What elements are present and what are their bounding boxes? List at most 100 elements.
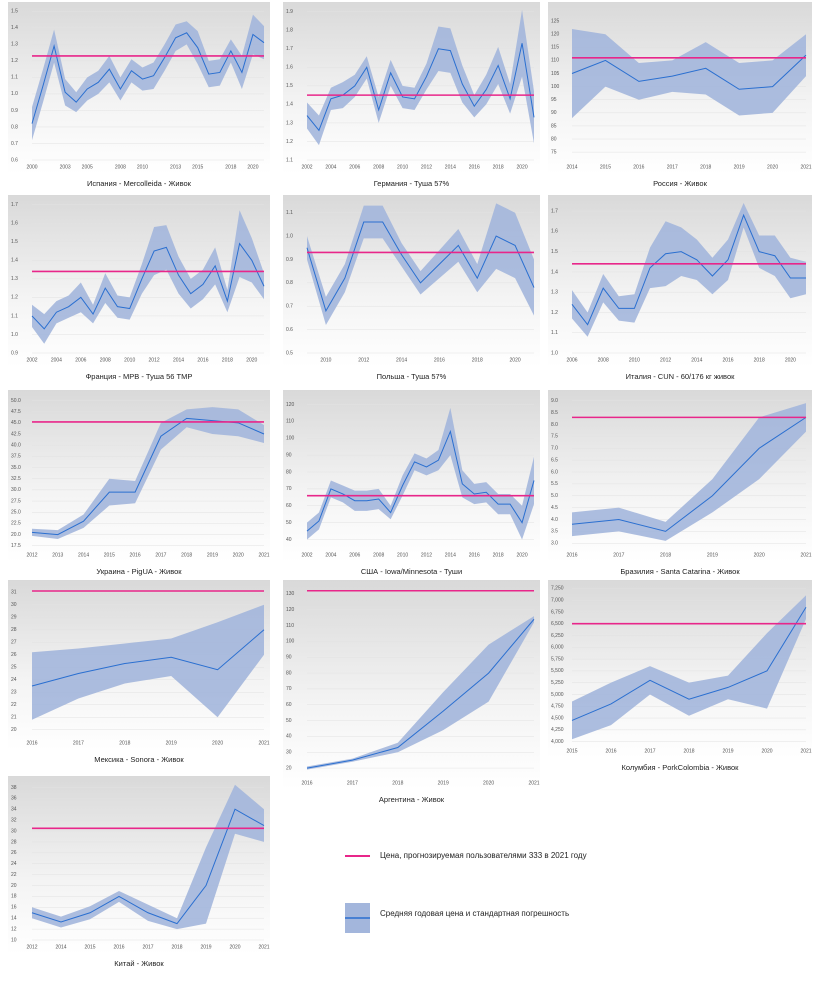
x-tick-label: 2002 bbox=[301, 552, 312, 558]
x-tick-label: 2014 bbox=[445, 164, 456, 170]
error-band bbox=[572, 203, 806, 337]
x-tick-label: 2018 bbox=[700, 164, 711, 170]
chart-title: Аргентина - Живок bbox=[379, 795, 445, 804]
chart-title: Россия - Живок bbox=[653, 179, 707, 188]
y-tick-label: 1.5 bbox=[11, 239, 18, 245]
x-tick-label: 2020 bbox=[483, 780, 494, 786]
y-tick-label: 6.0 bbox=[551, 469, 558, 475]
y-tick-label: 125 bbox=[551, 18, 560, 24]
y-tick-label: 26 bbox=[11, 652, 17, 658]
x-tick-label: 2010 bbox=[320, 357, 331, 363]
y-tick-label: 5,250 bbox=[551, 680, 564, 686]
x-tick-label: 2006 bbox=[349, 552, 360, 558]
y-tick-label: 7,000 bbox=[551, 597, 564, 603]
x-tick-label: 2017 bbox=[142, 944, 153, 950]
y-tick-label: 1.0 bbox=[11, 91, 18, 97]
y-tick-label: 115 bbox=[551, 45, 559, 51]
x-tick-label: 2021 bbox=[258, 552, 269, 558]
y-tick-label: 3.0 bbox=[551, 541, 558, 547]
y-tick-label: 9.0 bbox=[551, 398, 558, 404]
x-tick-label: 2010 bbox=[397, 164, 408, 170]
x-tick-label: 2016 bbox=[633, 164, 644, 170]
y-tick-label: 6,750 bbox=[551, 609, 564, 615]
x-tick-label: 2016 bbox=[26, 740, 37, 746]
x-tick-label: 2018 bbox=[119, 740, 130, 746]
x-tick-label: 2018 bbox=[660, 552, 671, 558]
x-tick-label: 2021 bbox=[258, 944, 269, 950]
error-band bbox=[307, 407, 534, 540]
x-tick-label: 2018 bbox=[493, 552, 504, 558]
y-tick-label: 45.0 bbox=[11, 420, 21, 426]
y-tick-label: 1.0 bbox=[11, 332, 18, 338]
x-tick-label: 2012 bbox=[421, 552, 432, 558]
x-tick-label: 2019 bbox=[200, 944, 211, 950]
y-tick-label: 7,250 bbox=[551, 586, 564, 592]
y-tick-label: 1.5 bbox=[551, 249, 558, 255]
x-tick-label: 2019 bbox=[734, 164, 745, 170]
x-tick-label: 2012 bbox=[660, 357, 671, 363]
y-tick-label: 0.6 bbox=[11, 157, 18, 163]
y-tick-label: 90 bbox=[551, 110, 557, 116]
y-tick-label: 1.2 bbox=[11, 295, 18, 301]
mean-line bbox=[31, 242, 265, 330]
x-tick-label: 2020 bbox=[212, 740, 223, 746]
y-tick-label: 1.2 bbox=[551, 310, 558, 316]
chart-title: США - Iowa/Minnesota - Туши bbox=[361, 567, 462, 576]
y-tick-label: 75 bbox=[551, 149, 557, 155]
x-tick-label: 2017 bbox=[644, 748, 655, 754]
y-tick-label: 30.0 bbox=[11, 487, 21, 493]
y-tick-label: 40.0 bbox=[11, 443, 21, 449]
x-tick-label: 2020 bbox=[233, 552, 244, 558]
x-tick-label: 2002 bbox=[26, 357, 37, 363]
y-tick-label: 1.2 bbox=[286, 139, 293, 145]
y-tick-label: 35.0 bbox=[11, 465, 21, 471]
y-tick-label: 6,250 bbox=[551, 633, 564, 639]
mean-line bbox=[571, 213, 806, 326]
error-band bbox=[572, 403, 806, 541]
x-tick-label: 2021 bbox=[800, 164, 811, 170]
y-tick-label: 16 bbox=[11, 905, 17, 911]
y-tick-label: 1.7 bbox=[11, 202, 18, 208]
x-tick-label: 2019 bbox=[438, 780, 449, 786]
y-tick-label: 20 bbox=[11, 727, 17, 733]
x-tick-label: 2020 bbox=[247, 164, 258, 170]
y-tick-label: 1.3 bbox=[11, 276, 18, 282]
y-tick-label: 4,250 bbox=[551, 727, 564, 733]
x-tick-label: 2014 bbox=[55, 944, 66, 950]
plot-background bbox=[548, 195, 812, 367]
x-tick-label: 2018 bbox=[493, 164, 504, 170]
y-tick-label: 1.4 bbox=[551, 269, 558, 275]
chart-title: Германия - Туша 57% bbox=[374, 179, 450, 188]
x-tick-label: 2004 bbox=[51, 357, 62, 363]
y-tick-label: 27 bbox=[11, 640, 17, 646]
x-tick-label: 2010 bbox=[397, 552, 408, 558]
mean-line bbox=[306, 618, 535, 769]
y-tick-label: 1.3 bbox=[286, 120, 293, 126]
y-tick-label: 24 bbox=[11, 677, 17, 683]
y-tick-label: 12 bbox=[11, 926, 17, 932]
y-tick-label: 5,000 bbox=[551, 692, 564, 698]
x-tick-label: 2006 bbox=[349, 164, 360, 170]
x-tick-label: 2015 bbox=[84, 944, 95, 950]
x-tick-label: 2017 bbox=[155, 552, 166, 558]
y-tick-label: 1.8 bbox=[286, 28, 293, 34]
plot-background bbox=[283, 580, 540, 790]
y-tick-label: 4.5 bbox=[551, 505, 558, 511]
y-tick-label: 0.9 bbox=[11, 108, 18, 114]
y-tick-label: 34 bbox=[11, 807, 17, 813]
x-tick-label: 2020 bbox=[229, 944, 240, 950]
x-tick-label: 2014 bbox=[566, 164, 577, 170]
y-tick-label: 0.8 bbox=[11, 124, 18, 130]
y-tick-label: 30 bbox=[11, 828, 17, 834]
y-tick-label: 120 bbox=[551, 32, 560, 38]
x-tick-label: 2020 bbox=[516, 164, 527, 170]
chart-title: Франция - MPB - Туша 56 TMP bbox=[86, 372, 193, 381]
x-tick-label: 2008 bbox=[100, 357, 111, 363]
y-tick-label: 0.6 bbox=[286, 327, 293, 333]
y-tick-label: 105 bbox=[551, 71, 560, 77]
y-tick-label: 7.5 bbox=[551, 434, 558, 440]
error-band bbox=[307, 203, 534, 325]
x-tick-label: 2012 bbox=[26, 944, 37, 950]
y-tick-label: 22 bbox=[11, 872, 17, 878]
